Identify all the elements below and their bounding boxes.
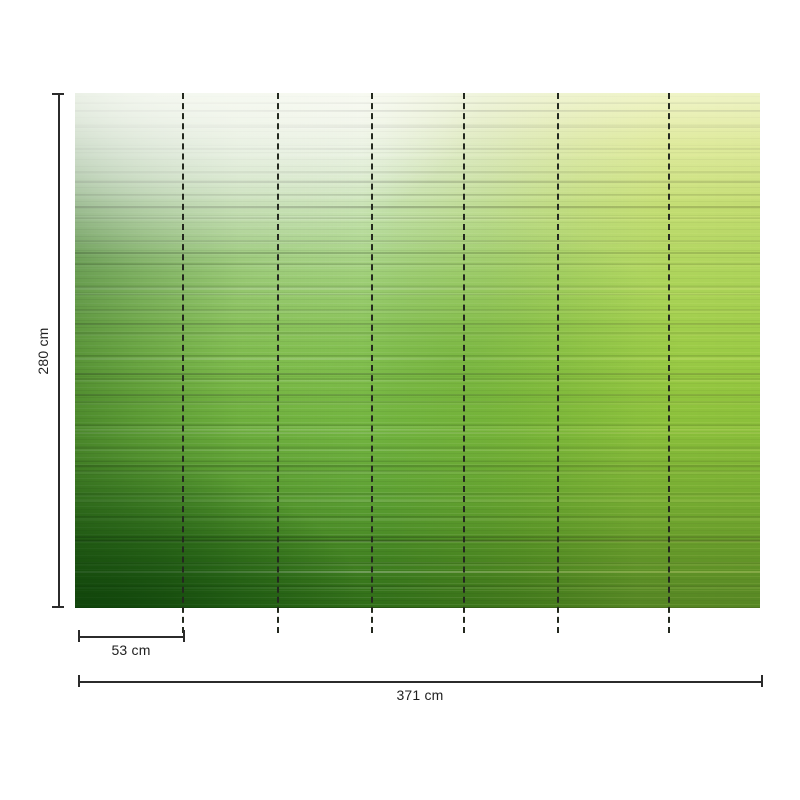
total-width-dimension-line bbox=[78, 681, 762, 683]
panel-seam-5 bbox=[557, 93, 559, 633]
panel-seam-2 bbox=[277, 93, 279, 633]
panel-width-dimension-line bbox=[78, 636, 184, 638]
height-dimension-label: 280 cm bbox=[35, 327, 51, 375]
total-width-cap-right bbox=[761, 675, 763, 687]
panel-seam-6 bbox=[668, 93, 670, 633]
gradient-top-fade bbox=[75, 93, 760, 608]
total-width-cap-left bbox=[78, 675, 80, 687]
panel-width-cap-left bbox=[78, 630, 80, 642]
panel-seam-1 bbox=[182, 93, 184, 633]
height-dimension-cap-top bbox=[52, 93, 64, 95]
height-dimension-line bbox=[58, 93, 60, 608]
total-width-label: 371 cm bbox=[396, 687, 444, 703]
wallpaper-mural-image bbox=[75, 93, 760, 608]
panel-seam-3 bbox=[371, 93, 373, 633]
panel-width-label: 53 cm bbox=[111, 642, 151, 658]
panel-seam-4 bbox=[463, 93, 465, 633]
panel-width-cap-right bbox=[183, 630, 185, 642]
height-dimension-cap-bottom bbox=[52, 606, 64, 608]
